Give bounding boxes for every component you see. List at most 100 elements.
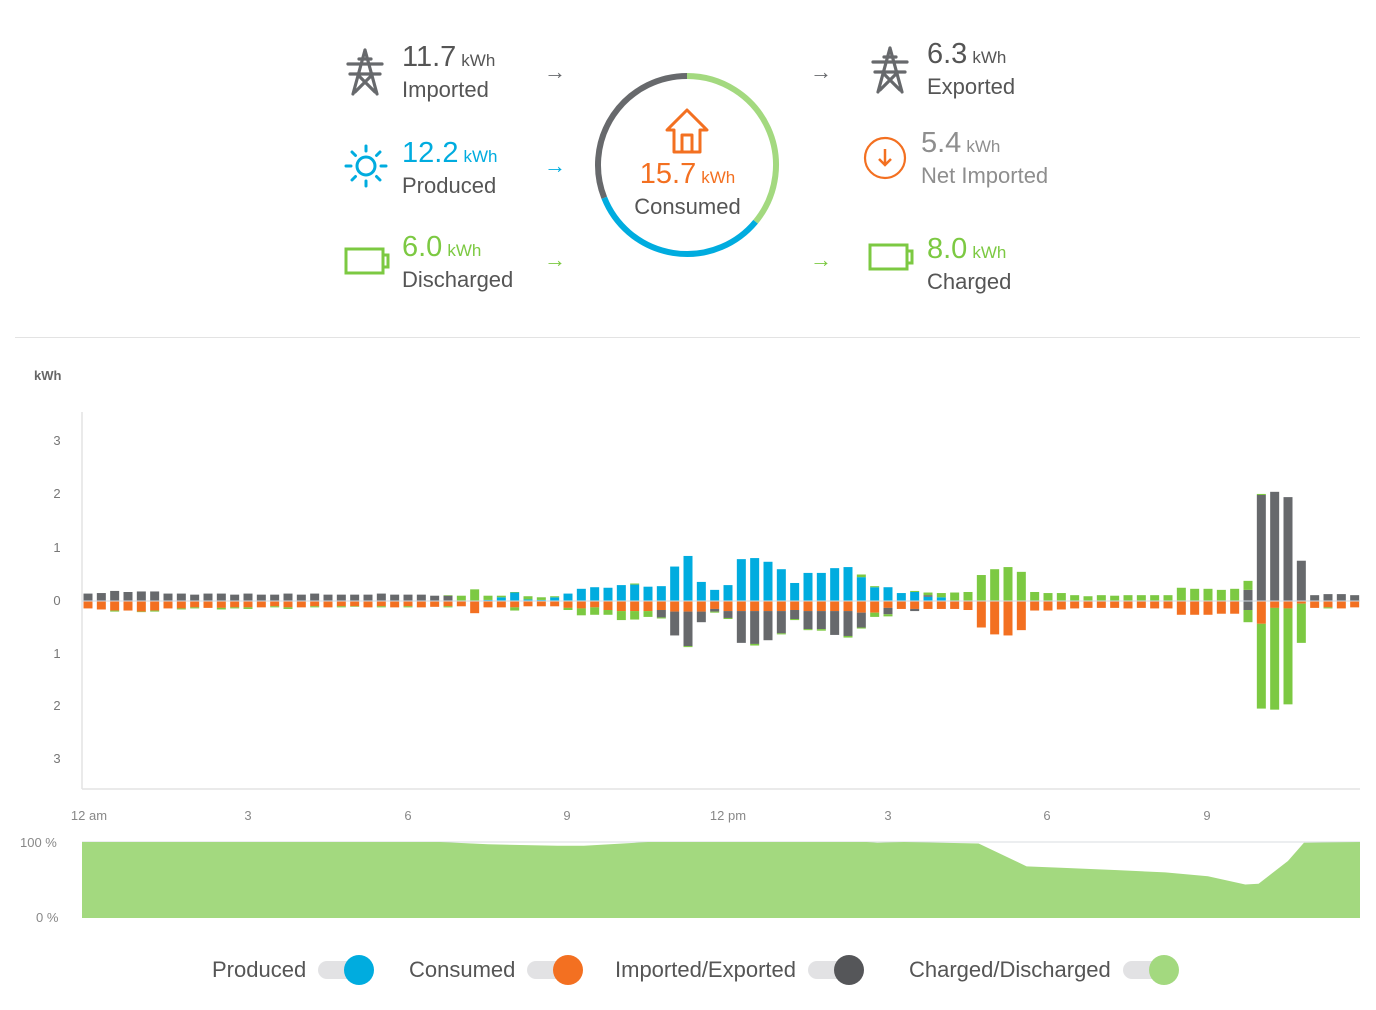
bar-discharged xyxy=(1030,591,1040,601)
charged-label: Charged xyxy=(927,269,1012,294)
bar-imported xyxy=(96,593,106,601)
y-tick-label: 3 xyxy=(53,751,61,766)
discharged-value: 6.0 xyxy=(402,231,443,263)
bar-discharged xyxy=(510,591,520,593)
bar-consumed xyxy=(1070,601,1080,609)
bar-discharged xyxy=(1216,589,1226,601)
legend-imported-exported[interactable]: Imported/Exported xyxy=(615,955,864,985)
bar-imported xyxy=(190,594,200,601)
bar-discharged xyxy=(523,596,533,600)
bar-consumed xyxy=(1203,601,1213,615)
bar-charged xyxy=(883,614,893,617)
bar-discharged xyxy=(550,596,560,598)
bar-consumed xyxy=(1136,601,1146,608)
consumed-label: Consumed xyxy=(634,194,741,219)
bar-imported xyxy=(1350,595,1360,601)
bar-discharged xyxy=(923,592,933,596)
battery-level-area xyxy=(82,842,1360,918)
bar-charged xyxy=(1256,623,1266,709)
ring-segment-discharged xyxy=(686,73,779,224)
x-tick-label: 3 xyxy=(244,808,252,823)
bar-consumed xyxy=(1230,601,1240,614)
bar-exported xyxy=(856,612,866,628)
net-imported-label: Net Imported xyxy=(921,163,1049,188)
bar-consumed xyxy=(976,601,986,628)
bar-exported xyxy=(683,611,693,647)
bar-imported xyxy=(310,593,320,601)
legend-label: Charged/Discharged xyxy=(909,957,1111,982)
bar-produced xyxy=(776,569,786,601)
bar-imported xyxy=(216,593,226,601)
bar-produced xyxy=(936,597,946,601)
legend-consumed[interactable]: Consumed xyxy=(409,955,584,985)
ring-segment-produced xyxy=(601,196,758,257)
bar-consumed xyxy=(403,601,413,607)
y-tick-label: 3 xyxy=(53,433,61,448)
grid-toggle[interactable] xyxy=(807,955,864,985)
bar-consumed xyxy=(443,601,453,607)
bar-discharged xyxy=(536,597,546,600)
x-tick-label: 6 xyxy=(404,808,412,823)
bar-produced xyxy=(590,587,600,601)
bar-charged xyxy=(243,607,253,609)
discharged-label: Discharged xyxy=(402,267,514,292)
bar-imported xyxy=(230,594,240,601)
bar-discharged xyxy=(1243,580,1253,590)
bar-consumed xyxy=(643,601,653,612)
bar-exported xyxy=(656,610,666,618)
bar-produced xyxy=(883,587,893,601)
bar-discharged xyxy=(1003,567,1013,601)
bar-discharged xyxy=(950,592,960,601)
bar-consumed xyxy=(336,601,346,607)
bar-consumed xyxy=(683,601,693,612)
battery-icon xyxy=(344,247,390,275)
bar-imported xyxy=(283,593,293,601)
x-tick-label: 9 xyxy=(563,808,571,823)
bar-produced xyxy=(563,593,573,601)
bar-produced xyxy=(843,567,853,601)
bar-consumed xyxy=(736,601,746,612)
battery-toggle[interactable] xyxy=(1122,955,1179,985)
bar-imported xyxy=(1270,491,1280,601)
bar-produced xyxy=(830,568,840,601)
bar-discharged xyxy=(1150,595,1160,601)
bar-charged xyxy=(576,608,586,616)
bar-discharged xyxy=(1136,595,1146,601)
bar-consumed xyxy=(1216,601,1226,614)
bar-consumed xyxy=(496,601,506,608)
bar-consumed xyxy=(310,601,320,607)
bar-charged xyxy=(816,629,826,631)
bar-consumed xyxy=(923,601,933,609)
bar-discharged xyxy=(1096,595,1106,601)
bar-charged xyxy=(776,633,786,635)
bar-consumed xyxy=(936,601,946,609)
soc-tick-0: 0 % xyxy=(36,910,59,925)
bar-consumed xyxy=(1270,601,1280,608)
consumed-unit: kWh xyxy=(701,168,736,187)
bar-consumed xyxy=(1190,601,1200,615)
bar-produced xyxy=(550,597,560,601)
bar-charged xyxy=(603,610,613,615)
bar-consumed xyxy=(1030,601,1040,611)
legend-charged-discharged[interactable]: Charged/Discharged xyxy=(909,955,1179,985)
bar-produced xyxy=(616,585,626,601)
y-tick-label: 2 xyxy=(53,698,61,713)
bar-produced xyxy=(896,593,906,601)
bar-imported xyxy=(1310,595,1320,601)
bar-charged xyxy=(376,606,386,608)
bar-discharged xyxy=(483,595,493,600)
legend-produced[interactable]: Produced xyxy=(212,955,375,985)
bar-imported xyxy=(923,595,933,597)
charged-value: 8.0 xyxy=(927,233,968,265)
bar-produced xyxy=(856,577,866,601)
bar-consumed xyxy=(750,601,760,612)
consumed-toggle[interactable] xyxy=(527,955,584,985)
bar-discharged xyxy=(456,595,466,601)
x-tick-label: 6 xyxy=(1043,808,1051,823)
bar-consumed xyxy=(1256,601,1266,624)
produced-toggle[interactable] xyxy=(318,955,375,985)
bar-produced xyxy=(683,555,693,601)
bar-consumed xyxy=(216,601,226,608)
bar-charged xyxy=(190,607,200,609)
bar-consumed xyxy=(456,601,466,607)
